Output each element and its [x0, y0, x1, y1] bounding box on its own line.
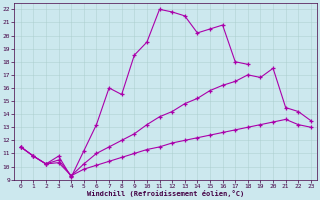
X-axis label: Windchill (Refroidissement éolien,°C): Windchill (Refroidissement éolien,°C)	[87, 190, 244, 197]
